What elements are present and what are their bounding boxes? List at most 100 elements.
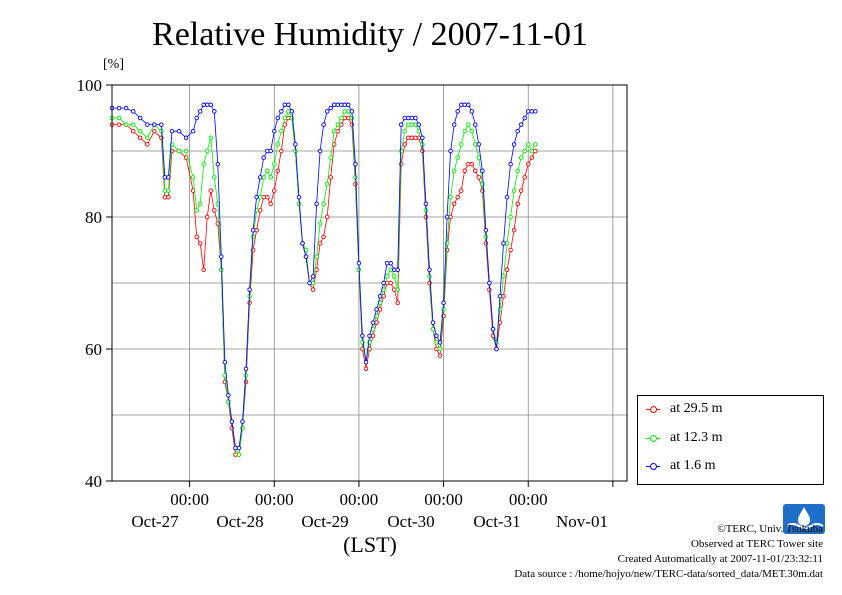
data-point bbox=[282, 102, 288, 108]
data-point bbox=[462, 102, 467, 108]
data-point bbox=[466, 122, 471, 127]
data-point bbox=[212, 109, 217, 114]
data-point bbox=[353, 175, 358, 180]
data-point bbox=[250, 227, 256, 233]
data-point bbox=[451, 168, 457, 174]
data-point bbox=[501, 241, 506, 246]
data-point bbox=[335, 128, 341, 134]
data-point bbox=[391, 274, 397, 279]
data-point bbox=[219, 267, 224, 273]
data-point bbox=[247, 287, 252, 292]
data-point bbox=[194, 208, 199, 213]
data-point bbox=[137, 135, 143, 141]
credits: ©TERC, Univ. Tsukuba Observed at TERC To… bbox=[514, 522, 823, 582]
axis-ticks: 40 60 80 100 00:00 00:00 00:00 00:00 00:00 Oct-27… bbox=[77, 76, 614, 531]
data-point bbox=[229, 419, 235, 424]
data-point bbox=[222, 359, 228, 365]
data-point bbox=[473, 122, 478, 127]
legend-label: at 29.5 m bbox=[670, 401, 723, 416]
y-tick-label: 80 bbox=[85, 208, 102, 227]
data-point bbox=[268, 175, 273, 180]
data-point bbox=[529, 148, 535, 154]
data-point bbox=[444, 214, 450, 220]
data-point bbox=[324, 181, 330, 187]
data-point bbox=[314, 254, 319, 259]
data-point bbox=[384, 260, 390, 266]
data-point bbox=[441, 300, 446, 306]
data-point bbox=[257, 194, 263, 200]
data-point bbox=[508, 214, 513, 220]
data-point bbox=[388, 280, 393, 286]
data-point bbox=[448, 148, 453, 154]
data-point bbox=[518, 122, 524, 127]
data-point bbox=[212, 175, 217, 180]
data-point bbox=[458, 142, 464, 147]
data-point bbox=[533, 142, 538, 147]
data-point bbox=[159, 122, 164, 127]
data-point bbox=[130, 122, 136, 127]
data-point bbox=[279, 109, 284, 114]
x-tick-date-label: Oct-29 bbox=[301, 512, 348, 531]
data-point bbox=[268, 201, 273, 207]
data-point bbox=[451, 122, 457, 127]
data-point bbox=[324, 214, 330, 220]
data-point bbox=[518, 188, 524, 193]
data-point bbox=[451, 201, 457, 207]
data-point bbox=[353, 161, 358, 167]
data-point bbox=[504, 194, 510, 200]
data-point bbox=[398, 148, 404, 154]
data-point bbox=[321, 234, 326, 240]
legend-marker bbox=[650, 463, 657, 470]
data-point bbox=[515, 201, 520, 207]
data-point bbox=[384, 274, 390, 279]
data-point bbox=[145, 142, 150, 147]
data-point bbox=[416, 122, 422, 127]
data-point bbox=[469, 109, 475, 114]
data-point bbox=[469, 161, 475, 167]
data-point bbox=[402, 142, 408, 147]
data-point bbox=[137, 128, 143, 134]
data-point bbox=[335, 122, 341, 127]
data-point bbox=[257, 208, 263, 213]
data-point bbox=[166, 194, 171, 200]
data-point bbox=[497, 293, 503, 299]
data-point bbox=[130, 109, 136, 114]
data-point bbox=[201, 267, 206, 273]
x-tick-date-label: Oct-28 bbox=[216, 512, 263, 531]
x-tick-time-label: 00:00 bbox=[255, 490, 294, 509]
data-point bbox=[501, 274, 506, 279]
data-point bbox=[494, 346, 499, 352]
data-point bbox=[430, 320, 436, 325]
data-point bbox=[363, 359, 369, 365]
series-line-2 bbox=[112, 104, 536, 449]
data-point bbox=[437, 346, 443, 352]
y-tick-label: 40 bbox=[85, 472, 102, 491]
data-point bbox=[254, 194, 259, 200]
data-point bbox=[395, 267, 400, 273]
legend-marker bbox=[650, 435, 657, 442]
plot-frame bbox=[111, 84, 628, 482]
data-point bbox=[321, 201, 326, 207]
data-point bbox=[490, 326, 496, 332]
data-point bbox=[197, 201, 203, 207]
data-point bbox=[437, 340, 443, 345]
data-point bbox=[194, 234, 199, 240]
data-point bbox=[381, 280, 386, 286]
data-point bbox=[176, 148, 182, 154]
data-point bbox=[257, 175, 263, 180]
data-point bbox=[169, 128, 175, 134]
data-point bbox=[367, 333, 372, 339]
data-point bbox=[522, 148, 527, 154]
y-tick-label: 60 bbox=[85, 340, 102, 359]
data-point bbox=[363, 366, 369, 372]
data-point bbox=[409, 122, 415, 127]
data-point bbox=[466, 102, 471, 108]
data-point bbox=[504, 241, 510, 246]
data-point bbox=[483, 227, 489, 233]
series-line-0 bbox=[112, 117, 536, 456]
data-point bbox=[427, 267, 432, 273]
data-point bbox=[183, 135, 189, 141]
grid bbox=[112, 85, 627, 481]
data-point bbox=[116, 105, 122, 111]
